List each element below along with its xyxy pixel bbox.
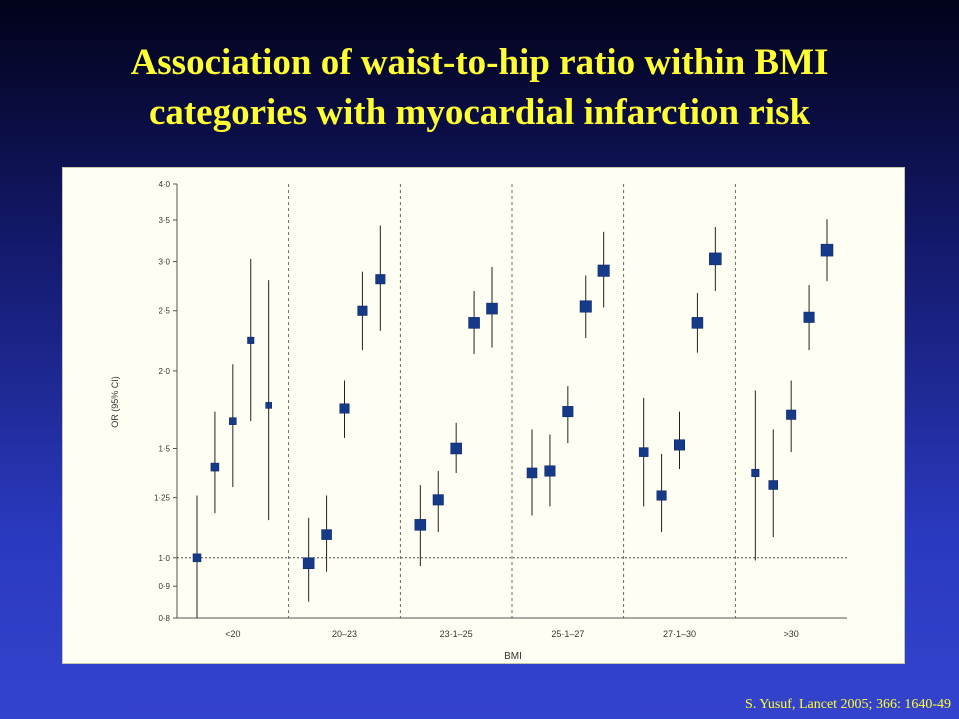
or-marker	[192, 553, 202, 563]
x-category-label: 23·1–25	[440, 629, 473, 639]
or-marker	[562, 406, 574, 418]
or-marker	[544, 465, 556, 477]
chart-panel: 0·8 0·9 1·0 1·25 1·5 2·0 2·5 3·0 3·5 4·0 <20 20–23 2…	[62, 167, 905, 664]
y-tick-label: 3·5	[158, 216, 170, 225]
axis-layer: 0·8 0·9 1·0 1·25 1·5 2·0 2·5 3·0 3·5 4·0 <20 20–23 2…	[154, 180, 847, 639]
x-category-label: <20	[225, 629, 240, 639]
or-marker	[656, 490, 667, 501]
or-marker	[820, 243, 834, 257]
or-marker	[321, 529, 332, 540]
or-marker	[751, 468, 760, 477]
or-marker	[674, 439, 685, 451]
y-tick-label: 2·0	[158, 367, 170, 376]
or-marker	[638, 447, 649, 457]
or-marker	[265, 402, 272, 409]
y-tick-label: 0·8	[158, 614, 170, 623]
or-marker	[375, 274, 386, 285]
y-tick-label: 1·0	[158, 554, 170, 563]
y-tick-label: 3·0	[158, 258, 170, 267]
or-marker	[691, 317, 704, 329]
y-tick-label: 1·5	[158, 444, 170, 453]
x-category-label: 25·1–27	[551, 629, 584, 639]
or-marker	[414, 519, 427, 531]
x-category-label: 27·1–30	[663, 629, 696, 639]
y-tick-label: 2·5	[158, 307, 170, 316]
forest-plot: 0·8 0·9 1·0 1·25 1·5 2·0 2·5 3·0 3·5 4·0 <20 20–23 2…	[110, 180, 847, 662]
y-tick-label: 0·9	[158, 582, 170, 591]
y-axis-label: OR (95% CI)	[110, 376, 120, 428]
or-marker	[302, 557, 315, 570]
or-marker	[339, 403, 350, 414]
title-line-2: categories with myocardial infarction ri…	[148, 92, 811, 133]
or-marker	[468, 317, 480, 329]
mark-layer	[192, 219, 834, 618]
x-category-label: >30	[784, 629, 799, 639]
or-marker	[247, 336, 255, 344]
or-marker	[526, 467, 538, 479]
title-line-1: Association of waist-to-hip ratio within…	[130, 42, 829, 83]
or-marker	[803, 311, 815, 323]
citation: S. Yusuf, Lancet 2005; 366: 1640-49	[745, 697, 951, 712]
or-marker	[768, 480, 778, 490]
or-marker	[450, 442, 462, 455]
x-axis-label: BMI	[504, 651, 522, 662]
y-tick-label: 1·25	[154, 494, 171, 503]
or-marker	[357, 305, 368, 316]
or-marker	[486, 302, 498, 315]
slide-title: Association of waist-to-hip ratio within…	[0, 38, 959, 138]
x-category-label: 20–23	[332, 629, 357, 639]
grid-layer	[177, 184, 847, 618]
or-marker	[210, 462, 220, 472]
or-marker	[432, 494, 444, 506]
or-marker	[786, 409, 797, 420]
or-marker	[709, 252, 722, 266]
y-tick-label: 4·0	[158, 180, 170, 189]
or-marker	[597, 264, 610, 277]
or-marker	[579, 300, 592, 313]
or-marker	[229, 417, 237, 425]
